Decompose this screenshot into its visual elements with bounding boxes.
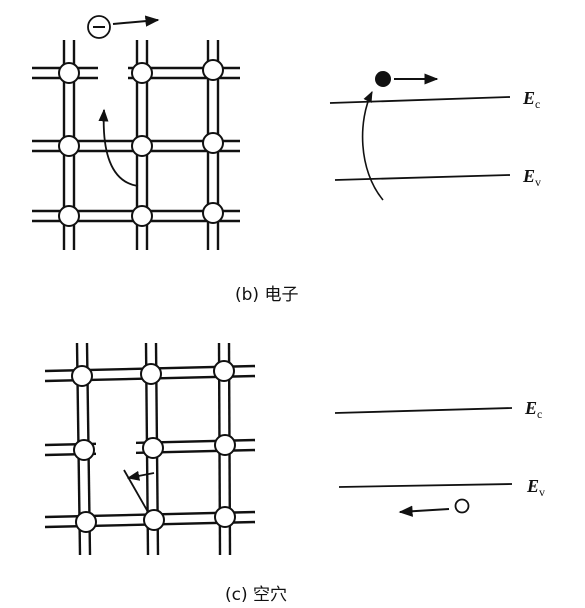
- hole-motion-arrow-band: [398, 505, 450, 517]
- electron-dot: [375, 71, 391, 87]
- atom: [214, 506, 236, 528]
- excitation-arc: [361, 90, 384, 201]
- atom: [131, 135, 153, 157]
- broken-bond-gap: [98, 66, 128, 80]
- atom: [58, 205, 80, 227]
- hole-motion-arrow: [126, 470, 155, 481]
- lattice-c-atoms: [71, 360, 236, 533]
- atom: [214, 434, 236, 456]
- conduction-band-label: Ec: [522, 88, 540, 111]
- electron-arrow: [112, 15, 160, 27]
- atom: [213, 360, 235, 382]
- band-diagram-c: Ec Ev: [334, 398, 545, 517]
- atom: [140, 363, 162, 385]
- free-electron-b: [87, 15, 160, 39]
- valence-band-line: [338, 483, 513, 488]
- atom: [58, 62, 80, 84]
- valence-band-label: Ev: [522, 166, 541, 189]
- atom: [202, 59, 224, 81]
- conduction-band-label: Ec: [524, 398, 542, 421]
- hole-circle: [454, 498, 470, 514]
- vacancy-gap: [96, 440, 136, 458]
- caption-c: (c) 空穴: [225, 585, 287, 605]
- lattice-b-atoms: [58, 59, 224, 227]
- valence-band-line: [334, 174, 511, 181]
- valence-band-label: Ev: [526, 476, 545, 499]
- conduction-band-line: [334, 407, 513, 414]
- atom: [75, 511, 97, 533]
- band-diagram-b: Ec Ev: [329, 71, 541, 201]
- atom: [202, 202, 224, 224]
- atom: [71, 365, 93, 387]
- atom: [143, 509, 165, 531]
- atom: [58, 135, 80, 157]
- excitation-path-b: [98, 108, 139, 187]
- caption-b: (b) 电子: [235, 285, 298, 305]
- atom: [131, 62, 153, 84]
- conduction-band-line: [329, 96, 511, 104]
- atom: [131, 205, 153, 227]
- atom: [73, 439, 95, 461]
- atom: [202, 132, 224, 154]
- atom: [142, 437, 164, 459]
